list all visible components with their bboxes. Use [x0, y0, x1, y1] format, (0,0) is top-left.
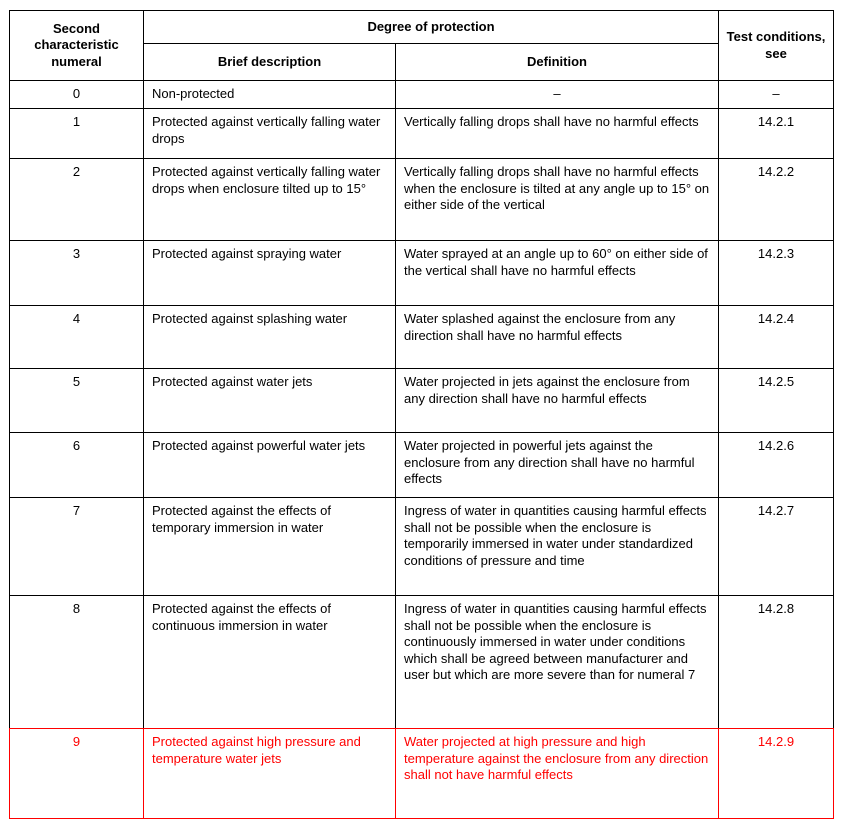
cell-brief-description: Protected against high pressure and temp… [143, 728, 396, 819]
cell-numeral: 0 [9, 80, 144, 109]
header-test-conditions: Test conditions, see [718, 10, 834, 81]
cell-brief-description: Protected against powerful water jets [143, 432, 396, 498]
water-protection-table: Second characteristic numeral Degree of … [9, 10, 834, 819]
cell-definition: Water projected in jets against the encl… [395, 368, 719, 433]
cell-test-conditions: 14.2.8 [718, 595, 834, 729]
cell-brief-description: Protected against the effects of continu… [143, 595, 396, 729]
cell-numeral: 5 [9, 368, 144, 433]
cell-test-conditions: 14.2.9 [718, 728, 834, 819]
cell-numeral: 9 [9, 728, 144, 819]
header-second-characteristic-numeral: Second characteristic numeral [9, 10, 144, 81]
cell-numeral: 3 [9, 240, 144, 306]
cell-brief-description: Protected against vertically falling wat… [143, 158, 396, 241]
cell-definition: Vertically falling drops shall have no h… [395, 108, 719, 159]
cell-test-conditions: 14.2.3 [718, 240, 834, 306]
cell-definition: Ingress of water in quantities causing h… [395, 497, 719, 596]
table-row: 6 Protected against powerful water jets … [9, 432, 834, 498]
table-row: 5 Protected against water jets Water pro… [9, 368, 834, 433]
header-row-top: Second characteristic numeral Degree of … [9, 10, 834, 81]
cell-definition: Water splashed against the enclosure fro… [395, 305, 719, 369]
table-row: 8 Protected against the effects of conti… [9, 595, 834, 729]
cell-numeral: 2 [9, 158, 144, 241]
table-row: 7 Protected against the effects of tempo… [9, 497, 834, 596]
table-body: 0 Non-protected – – 1 Protected against … [9, 80, 834, 819]
cell-definition: – [395, 80, 719, 109]
cell-definition: Water projected in powerful jets against… [395, 432, 719, 498]
cell-brief-description: Protected against splashing water [143, 305, 396, 369]
cell-definition: Water projected at high pressure and hig… [395, 728, 719, 819]
cell-definition: Ingress of water in quantities causing h… [395, 595, 719, 729]
cell-test-conditions: 14.2.7 [718, 497, 834, 596]
header-definition: Definition [395, 43, 719, 81]
cell-numeral: 6 [9, 432, 144, 498]
cell-brief-description: Protected against vertically falling wat… [143, 108, 396, 159]
cell-numeral: 8 [9, 595, 144, 729]
cell-definition: Water sprayed at an angle up to 60° on e… [395, 240, 719, 306]
cell-test-conditions: 14.2.5 [718, 368, 834, 433]
table-header: Second characteristic numeral Degree of … [9, 10, 834, 81]
cell-test-conditions: 14.2.4 [718, 305, 834, 369]
cell-test-conditions: 14.2.1 [718, 108, 834, 159]
header-degree-of-protection: Degree of protection [143, 10, 719, 44]
header-row-sub: Brief description Definition [10, 43, 834, 81]
cell-test-conditions: 14.2.2 [718, 158, 834, 241]
table-row: 3 Protected against spraying water Water… [9, 240, 834, 306]
cell-definition: Vertically falling drops shall have no h… [395, 158, 719, 241]
cell-numeral: 4 [9, 305, 144, 369]
cell-brief-description: Protected against water jets [143, 368, 396, 433]
cell-numeral: 7 [9, 497, 144, 596]
table-row: 0 Non-protected – – [9, 80, 834, 109]
table-row: 1 Protected against vertically falling w… [9, 108, 834, 159]
cell-numeral: 1 [9, 108, 144, 159]
table-row: 2 Protected against vertically falling w… [9, 158, 834, 241]
cell-test-conditions: – [718, 80, 834, 109]
header-brief-description: Brief description [143, 43, 396, 81]
table-row: 4 Protected against splashing water Wate… [9, 305, 834, 369]
table-row: 9 Protected against high pressure and te… [9, 728, 834, 819]
cell-brief-description: Protected against spraying water [143, 240, 396, 306]
cell-brief-description: Protected against the effects of tempora… [143, 497, 396, 596]
cell-brief-description: Non-protected [143, 80, 396, 109]
cell-test-conditions: 14.2.6 [718, 432, 834, 498]
